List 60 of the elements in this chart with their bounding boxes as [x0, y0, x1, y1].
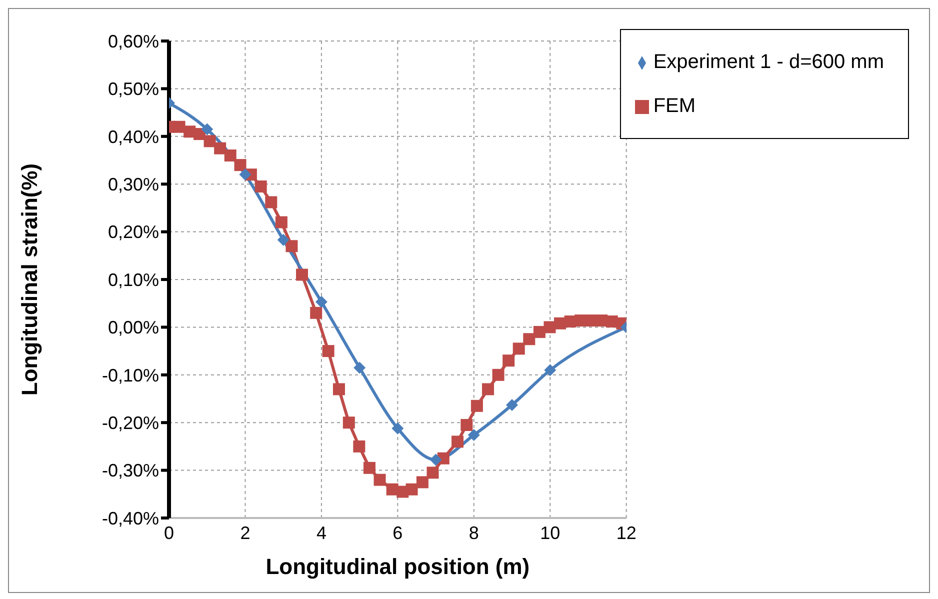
x-axis-title: Longitudinal position (m) — [266, 554, 530, 579]
x-tick-label: 6 — [392, 522, 403, 543]
point — [492, 368, 504, 381]
point — [482, 383, 494, 396]
y-tick-label: 0,20% — [108, 222, 159, 242]
y-tick-label: 0,10% — [108, 270, 159, 290]
point — [277, 234, 290, 246]
point — [224, 149, 236, 162]
point — [512, 342, 525, 355]
point — [265, 196, 278, 208]
y-tick-label: 0,40% — [108, 126, 159, 147]
point — [533, 326, 546, 338]
point — [363, 462, 376, 474]
point — [214, 142, 226, 154]
point — [502, 354, 515, 367]
point — [426, 466, 439, 479]
point — [315, 296, 328, 308]
point — [544, 364, 556, 376]
point — [275, 216, 288, 228]
point — [460, 418, 473, 431]
point — [452, 436, 464, 448]
point — [406, 483, 418, 496]
y-tick-label: -0,30% — [102, 460, 159, 481]
y-tick-label: -0,40% — [102, 508, 159, 528]
point — [239, 168, 252, 181]
point — [322, 345, 334, 358]
point — [204, 135, 216, 148]
legend-label: FEM — [653, 95, 696, 117]
point — [470, 400, 483, 412]
x-tick-label: 8 — [468, 522, 479, 543]
point — [392, 422, 404, 434]
point — [374, 474, 386, 486]
x-tick-label: 2 — [240, 522, 250, 543]
x-tick-label: 10 — [540, 522, 560, 543]
y-axis-title: Longitudinal strain(%) — [16, 163, 42, 396]
point — [234, 159, 246, 172]
y-tick-label: -0,20% — [102, 412, 159, 433]
point — [523, 333, 536, 346]
y-tick-label: 0,60% — [108, 31, 159, 52]
point — [310, 306, 322, 319]
point — [468, 429, 480, 441]
point — [332, 383, 345, 396]
point — [201, 123, 214, 136]
point — [342, 416, 355, 429]
y-tick-label: -0,10% — [102, 365, 159, 386]
y-tick-label: 0,30% — [108, 174, 159, 194]
x-tick-label: 12 — [616, 522, 636, 543]
y-tick-label: 0,00% — [108, 318, 159, 338]
point — [430, 454, 442, 466]
x-tick-label: 0 — [164, 522, 174, 543]
x-tick-label: 4 — [316, 522, 326, 543]
point — [353, 440, 366, 452]
point — [416, 476, 428, 488]
point — [354, 362, 366, 374]
legend-label: Experiment 1 - d=600 mm — [653, 51, 884, 73]
point — [254, 180, 267, 192]
y-tick-label: 0,50% — [108, 79, 159, 100]
point — [506, 398, 518, 411]
point — [296, 268, 308, 281]
point — [286, 240, 298, 252]
